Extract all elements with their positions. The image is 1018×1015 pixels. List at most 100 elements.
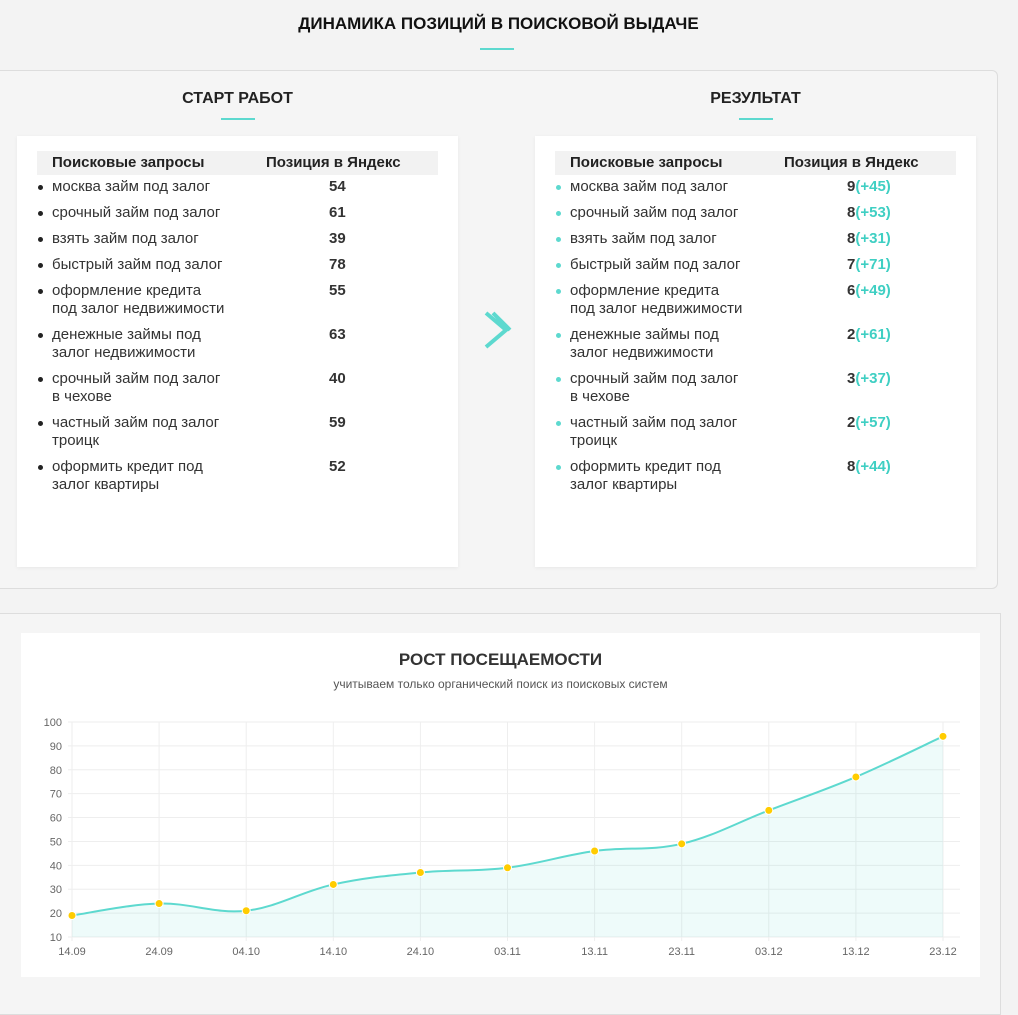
position-delta: (+57) (855, 414, 891, 431)
position-number: 55 (329, 282, 346, 299)
position-value: 54 (329, 178, 346, 196)
position-number: 8 (847, 458, 856, 475)
query-text: срочный займ под залог в чехове (570, 370, 739, 405)
table-row: частный займ под залог троицк 59 (37, 414, 438, 450)
col-query: Поисковые запросы (570, 154, 723, 171)
position-value: 55 (329, 282, 346, 300)
position-number: 39 (329, 230, 346, 247)
query-text: быстрый займ под залог (570, 256, 741, 273)
position-value: 52 (329, 458, 346, 476)
query-text: быстрый займ под залог (52, 256, 223, 273)
query-text: взять займ под залог (570, 230, 717, 247)
bullet-icon (38, 465, 43, 470)
table-row: взять займ под залог 39 (37, 230, 438, 248)
start-title: СТАРТ РАБОТ (182, 90, 293, 107)
position-number: 9 (847, 178, 856, 195)
table-row: срочный займ под залог 61 (37, 204, 438, 222)
data-point (415, 868, 425, 877)
position-value: 61 (329, 204, 346, 222)
data-point (590, 846, 600, 856)
x-tick-label: 24.09 (145, 946, 173, 958)
position-value: 78 (329, 256, 346, 274)
x-tick-label: 13.11 (581, 946, 608, 958)
position-number: 59 (329, 414, 346, 431)
bullet-icon (556, 333, 561, 338)
bullet-icon (38, 185, 43, 190)
data-point (677, 839, 687, 849)
position-number: 3 (847, 370, 856, 387)
position-number: 7 (847, 256, 856, 273)
col-position: Позиция в Яндекс (784, 154, 919, 171)
page-title: ДИНАМИКА ПОЗИЦИЙ В ПОИСКОВОЙ ВЫДАЧЕ (298, 14, 699, 33)
bullet-icon (38, 421, 43, 426)
data-point (938, 731, 948, 741)
data-point (851, 772, 861, 782)
bullet-icon (556, 263, 561, 268)
bullet-icon (38, 237, 43, 242)
bullet-icon (556, 465, 561, 470)
bullet-icon (38, 333, 43, 338)
position-value: 40 (329, 370, 346, 388)
position-delta: (+71) (855, 256, 891, 273)
y-tick-label: 40 (50, 860, 62, 872)
y-tick-label: 70 (50, 789, 62, 801)
query-text: оформить кредит под залог квартиры (52, 458, 203, 493)
position-number: 8 (847, 204, 856, 221)
position-delta: (+45) (855, 178, 891, 195)
bullet-icon (38, 377, 43, 382)
area-fill (72, 736, 943, 937)
position-number: 8 (847, 230, 856, 247)
table-header: Поисковые запросы Позиция в Яндекс (555, 151, 956, 175)
result-underline (739, 118, 773, 120)
x-tick-label: 03.12 (755, 946, 783, 958)
table-row: оформить кредит под залог квартиры 52 (37, 458, 438, 494)
bullet-icon (556, 237, 561, 242)
position-value: 63 (329, 326, 346, 344)
chevron-right-icon (482, 310, 512, 355)
query-text: взять займ под залог (52, 230, 199, 247)
y-tick-label: 50 (50, 836, 62, 848)
bullet-icon (556, 185, 561, 190)
query-text: денежные займы под залог недвижимости (52, 326, 201, 361)
col-query: Поисковые запросы (52, 154, 205, 171)
position-value: 2(+61) (847, 326, 891, 344)
bullet-icon (556, 289, 561, 294)
table-row: срочный займ под залог в чехове 3(+37) (555, 370, 956, 406)
x-tick-label: 24.10 (407, 946, 435, 958)
table-row: быстрый займ под залог 78 (37, 256, 438, 274)
table-row: частный займ под залог троицк 2(+57) (555, 414, 956, 450)
position-number: 2 (847, 326, 856, 343)
position-number: 40 (329, 370, 346, 387)
position-value: 8(+53) (847, 204, 891, 222)
x-tick-label: 14.10 (320, 946, 348, 958)
x-tick-label: 14.09 (58, 946, 86, 958)
y-tick-label: 60 (50, 813, 62, 825)
table-row: оформление кредита под залог недвижимост… (37, 282, 438, 318)
table-row: взять займ под залог 8(+31) (555, 230, 956, 248)
position-value: 59 (329, 414, 346, 432)
position-delta: (+53) (855, 204, 891, 221)
query-text: оформление кредита под залог недвижимост… (570, 282, 743, 317)
result-table: Поисковые запросы Позиция в Яндекс москв… (535, 136, 976, 567)
x-tick-label: 13.12 (842, 946, 870, 958)
table-row: срочный займ под залог 8(+53) (555, 204, 956, 222)
table-row: москва займ под залог 9(+45) (555, 178, 956, 196)
table-row: срочный займ под залог в чехове 40 (37, 370, 438, 406)
table-row: денежные займы под залог недвижимости 2(+… (555, 326, 956, 362)
bullet-icon (556, 377, 561, 382)
start-underline (221, 118, 255, 120)
table-row: быстрый займ под залог 7(+71) (555, 256, 956, 274)
query-text: частный займ под залог троицк (570, 414, 738, 449)
table-row: денежные займы под залог недвижимости 63 (37, 326, 438, 362)
title-underline (480, 48, 514, 50)
query-text: срочный займ под залог в чехове (52, 370, 221, 405)
result-title: РЕЗУЛЬТАТ (710, 90, 801, 107)
position-delta: (+37) (855, 370, 891, 387)
position-delta: (+44) (855, 458, 891, 475)
y-tick-label: 20 (50, 908, 62, 920)
position-number: 63 (329, 326, 346, 343)
data-point (764, 805, 774, 815)
query-text: срочный займ под залог (570, 204, 739, 221)
position-number: 2 (847, 414, 856, 431)
